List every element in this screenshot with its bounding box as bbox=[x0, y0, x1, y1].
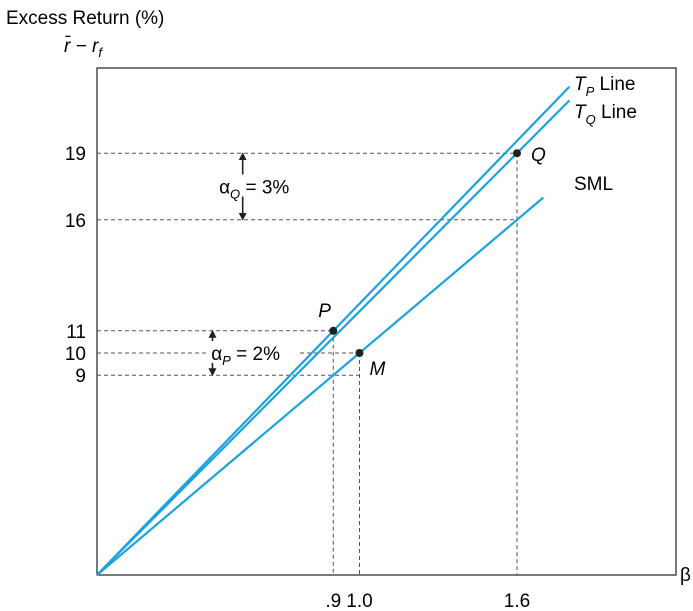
y-axis-formula-main: r̄ − r bbox=[64, 36, 99, 57]
point-P bbox=[329, 326, 338, 335]
y-axis-label: Excess Return (%) bbox=[6, 8, 164, 29]
alpha-label-bg-Q bbox=[215, 174, 308, 197]
y-axis-formula: r̄ − rf bbox=[64, 36, 103, 60]
x-axis-label: β bbox=[680, 565, 691, 586]
x-tick-1.6: 1.6 bbox=[504, 591, 530, 611]
point-label-M: M bbox=[370, 359, 386, 380]
x-tick-1.0: 1.0 bbox=[346, 591, 372, 611]
y-tick-19: 19 bbox=[65, 144, 86, 165]
series-label-0: TP Line bbox=[574, 74, 635, 99]
point-label-P: P bbox=[318, 301, 331, 322]
point-label-Q: Q bbox=[531, 145, 546, 166]
series-label-1: TQ Line bbox=[574, 102, 637, 127]
alpha-label-P: αP = 2% bbox=[211, 344, 280, 368]
alpha-label-Q: αQ = 3% bbox=[219, 178, 289, 202]
point-M bbox=[355, 349, 364, 357]
guide-lines bbox=[97, 152, 518, 575]
data-points: P M Q bbox=[318, 145, 546, 380]
series-line-2 bbox=[96, 196, 544, 576]
y-tick-16: 16 bbox=[65, 211, 86, 232]
y-tick-9: 9 bbox=[75, 366, 86, 387]
series-line-1 bbox=[96, 99, 571, 576]
point-Q bbox=[513, 149, 521, 158]
x-tick-.9: .9 bbox=[325, 591, 341, 611]
y-tick-11: 11 bbox=[66, 322, 86, 343]
y-axis-formula-sub: f bbox=[98, 45, 103, 60]
y-tick-10: 10 bbox=[65, 344, 86, 365]
series-label-2: SML bbox=[574, 174, 613, 195]
line-labels: TP Line TQ Line SML bbox=[574, 74, 637, 195]
plot-frame bbox=[96, 67, 677, 576]
alpha-label-bg-P bbox=[207, 341, 300, 363]
alpha-annotations: αQ = 3% αP = 2% bbox=[207, 152, 308, 377]
